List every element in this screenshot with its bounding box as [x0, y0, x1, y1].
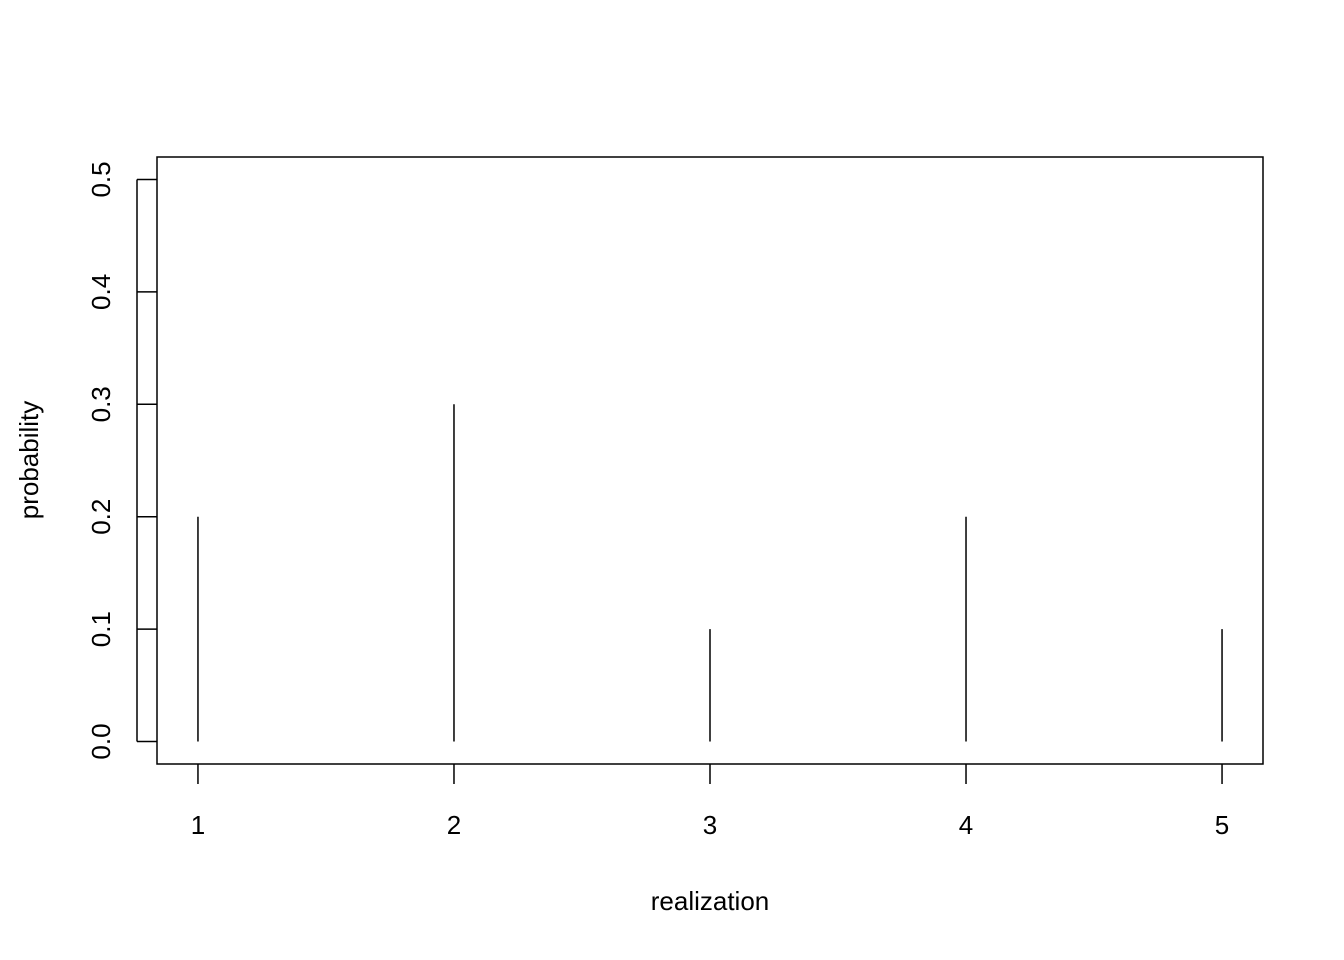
x-tick-label: 1 [191, 810, 205, 840]
x-tick-label: 4 [959, 810, 973, 840]
y-tick-label: 0.1 [86, 611, 116, 647]
y-tick-label: 0.5 [86, 161, 116, 197]
y-axis-label: probability [14, 401, 44, 520]
y-tick-label: 0.2 [86, 499, 116, 535]
y-tick-label: 0.4 [86, 274, 116, 310]
y-tick-label: 0.0 [86, 723, 116, 759]
x-tick-label: 2 [447, 810, 461, 840]
x-axis-label: realization [651, 886, 770, 916]
y-tick-label: 0.3 [86, 386, 116, 422]
x-tick-label: 5 [1215, 810, 1229, 840]
x-tick-label: 3 [703, 810, 717, 840]
